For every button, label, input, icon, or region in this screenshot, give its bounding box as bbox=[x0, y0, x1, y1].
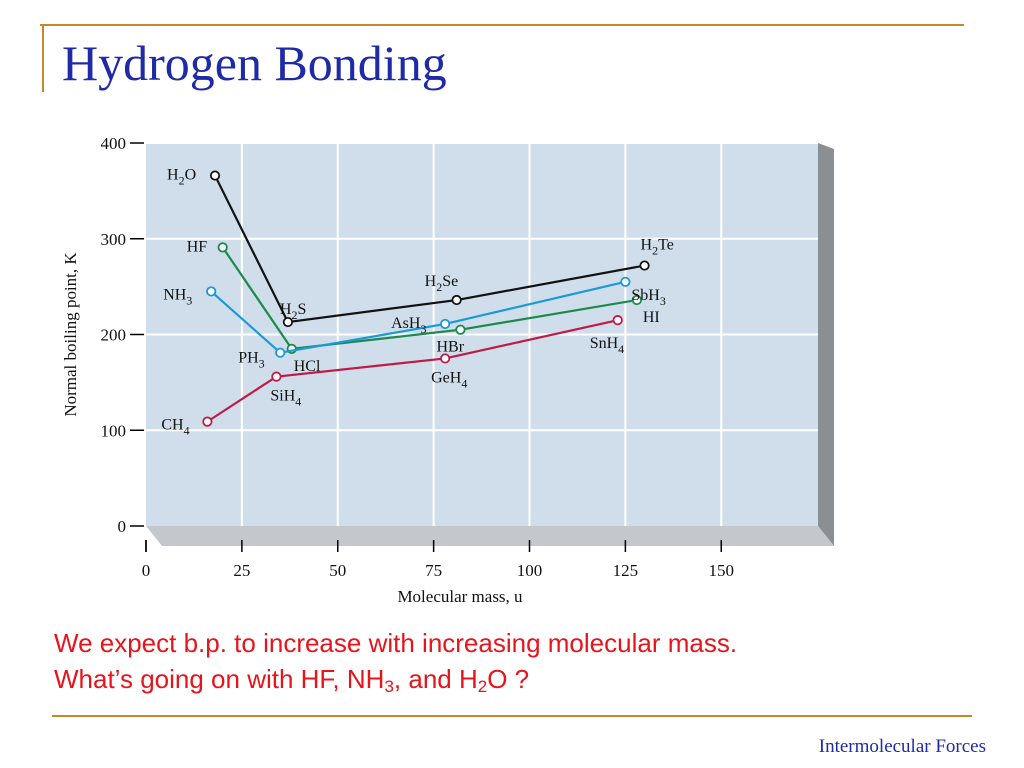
series-line bbox=[210, 280, 626, 354]
y-tick-label: 300 bbox=[101, 230, 127, 249]
point-label-h2se: H2Se bbox=[425, 273, 459, 294]
data-point-h2o bbox=[209, 170, 221, 181]
y-tick-label: 200 bbox=[101, 326, 127, 345]
y-tick-label: 0 bbox=[118, 517, 127, 536]
point-label-h2te: H2Te bbox=[641, 237, 674, 258]
bottom-rule bbox=[52, 715, 972, 717]
point-label-geh4: GeH4 bbox=[431, 369, 467, 390]
y-tick-label: 400 bbox=[101, 134, 127, 153]
data-point-hi bbox=[631, 294, 642, 306]
point-label-hbr: HBr bbox=[436, 339, 464, 356]
x-tick-label: 50 bbox=[329, 561, 346, 580]
data-point-h2se bbox=[451, 294, 462, 306]
point-label-ph3: PH3 bbox=[238, 350, 264, 371]
series-line bbox=[206, 319, 618, 423]
x-tick-label: 0 bbox=[142, 561, 151, 580]
x-tick-label: 150 bbox=[709, 561, 735, 580]
x-tick-label: 25 bbox=[233, 561, 250, 580]
data-point-ch4 bbox=[202, 416, 213, 427]
plot-frame-side bbox=[818, 143, 834, 546]
plot-frame-bottom bbox=[146, 526, 834, 546]
data-point-ash3 bbox=[440, 318, 451, 330]
caption: We expect b.p. to increase with increasi… bbox=[54, 625, 737, 697]
point-label-sih4: SiH4 bbox=[270, 388, 301, 409]
point-label-hi: HI bbox=[643, 309, 660, 326]
data-point-hf bbox=[217, 242, 228, 253]
point-label-h2o: H2O bbox=[167, 167, 196, 188]
data-point-h2s bbox=[282, 316, 293, 328]
data-point-nh3 bbox=[206, 286, 217, 297]
series-line bbox=[214, 175, 645, 324]
point-label-hf: HF bbox=[187, 238, 208, 255]
series-line bbox=[221, 246, 638, 351]
data-point-snh4 bbox=[612, 315, 623, 326]
data-point-ph3 bbox=[275, 347, 286, 358]
x-tick-label: 100 bbox=[517, 561, 543, 580]
x-tick-label: 125 bbox=[613, 561, 639, 580]
slide-title: Hydrogen Bonding bbox=[62, 35, 447, 91]
point-label-ch4: CH4 bbox=[161, 417, 189, 438]
y-tick-label: 100 bbox=[101, 421, 127, 440]
point-label-h2s: H2S bbox=[280, 301, 306, 322]
point-label-hcl: HCl bbox=[294, 358, 321, 375]
caption-line-2: What’s going on with HF, NH3, and H2O ? bbox=[54, 664, 530, 696]
point-label-sbh3: SbH3 bbox=[631, 287, 665, 308]
point-label-ash3: AsH3 bbox=[391, 315, 426, 336]
data-point-sih4 bbox=[271, 371, 282, 382]
data-point-h2te bbox=[639, 260, 650, 271]
y-axis-label: Normal boiling point, K bbox=[61, 252, 80, 417]
point-label-nh3: NH3 bbox=[163, 286, 192, 307]
top-rule bbox=[40, 24, 964, 26]
data-point-hbr bbox=[455, 324, 466, 335]
data-point-sbh3 bbox=[620, 276, 631, 287]
x-axis-label: Molecular mass, u bbox=[397, 587, 523, 606]
left-rule bbox=[42, 24, 44, 92]
x-tick-label: 75 bbox=[425, 561, 442, 580]
point-label-snh4: SnH4 bbox=[590, 335, 624, 356]
data-point-geh4 bbox=[440, 353, 451, 364]
footer-text: Intermolecular Forces bbox=[818, 736, 986, 757]
caption-line-1: We expect b.p. to increase with increasi… bbox=[54, 628, 738, 658]
